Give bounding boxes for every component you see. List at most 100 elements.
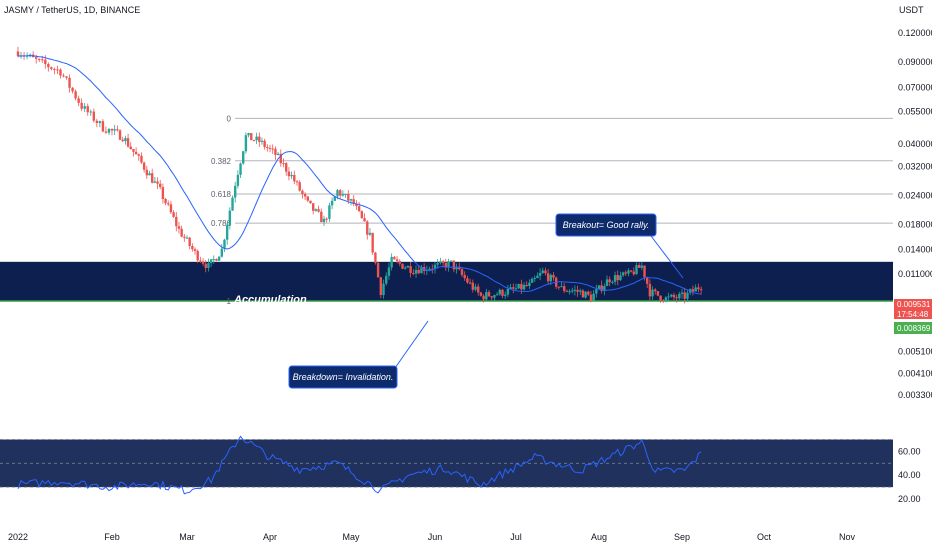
candle-body bbox=[498, 289, 501, 295]
candle-body bbox=[312, 203, 315, 211]
candle-body bbox=[260, 140, 264, 142]
candle-body bbox=[406, 266, 410, 268]
candle-body bbox=[584, 291, 587, 298]
candle-body bbox=[330, 200, 334, 206]
candle-body bbox=[629, 270, 633, 272]
time-axis[interactable]: 2022 Feb Mar Apr May Jun Jul Aug Sep Oct Nov bbox=[8, 532, 856, 542]
candle-body bbox=[150, 173, 154, 183]
candle-body bbox=[355, 204, 358, 207]
candle-body bbox=[276, 153, 280, 155]
candle-body bbox=[140, 155, 143, 163]
candle-body bbox=[436, 262, 439, 265]
candle-body bbox=[694, 287, 697, 292]
candle-body bbox=[501, 289, 504, 296]
candle-body bbox=[579, 290, 582, 292]
candle-body bbox=[47, 64, 50, 68]
candle-body bbox=[132, 149, 135, 152]
candle-body bbox=[479, 292, 483, 296]
candle-body bbox=[118, 130, 122, 140]
candle-body bbox=[325, 218, 328, 220]
candle-body bbox=[68, 77, 71, 88]
candle-body bbox=[268, 147, 272, 149]
symbol-title: JASMY / TetherUS, 1D, BINANCE bbox=[4, 5, 140, 15]
candle-body bbox=[637, 265, 641, 268]
candle-body bbox=[562, 286, 566, 291]
candle-body bbox=[80, 102, 83, 109]
candle-body bbox=[188, 237, 191, 246]
candle-body bbox=[587, 291, 590, 295]
price-tick-label: 0.070000 bbox=[898, 82, 932, 92]
rsi-tick-label: 40.00 bbox=[898, 470, 921, 480]
time-tick-label: Jul bbox=[510, 532, 522, 542]
candle-body bbox=[431, 268, 434, 270]
candle-body bbox=[242, 151, 245, 164]
candle-body bbox=[279, 153, 282, 164]
candle-body bbox=[285, 163, 288, 172]
candle-body bbox=[487, 292, 491, 297]
candle-body bbox=[50, 67, 53, 69]
candle-body bbox=[134, 151, 138, 155]
candle-body bbox=[441, 261, 445, 263]
candle-body bbox=[266, 147, 269, 149]
price-tick-label: 0.055000 bbox=[898, 107, 932, 117]
candle-body bbox=[664, 297, 668, 302]
candle-body bbox=[298, 182, 301, 191]
candle-body bbox=[104, 131, 108, 133]
candle-body bbox=[159, 183, 162, 188]
price-tick-label: 0.011000 bbox=[898, 269, 932, 279]
candle-body bbox=[333, 196, 336, 201]
candle-body bbox=[683, 292, 686, 299]
time-tick-label: Feb bbox=[104, 532, 120, 542]
candle-body bbox=[83, 106, 86, 109]
candle-body bbox=[191, 245, 194, 250]
candle-body bbox=[41, 59, 44, 61]
candle-body bbox=[124, 138, 127, 142]
candle-body bbox=[101, 121, 105, 132]
candle-body bbox=[65, 76, 68, 78]
candle-body bbox=[231, 197, 234, 211]
candle-body bbox=[512, 287, 515, 289]
candle-body bbox=[339, 190, 342, 196]
candle-body bbox=[393, 256, 396, 260]
candle-body bbox=[287, 171, 291, 177]
time-tick-label: Oct bbox=[757, 532, 772, 542]
price-tick-label: 0.018000 bbox=[898, 219, 932, 229]
candle-body bbox=[204, 263, 207, 269]
candle-body bbox=[589, 294, 593, 301]
candle-body bbox=[640, 265, 644, 268]
candle-body bbox=[180, 228, 183, 237]
candle-body bbox=[544, 270, 547, 274]
candle-body bbox=[643, 265, 646, 278]
candle-body bbox=[379, 277, 383, 296]
candle-body bbox=[217, 256, 221, 261]
fibonacci-retracement: 0 0.382 0.618 0.786 1 bbox=[0, 114, 893, 306]
candle-body bbox=[401, 263, 404, 269]
candle-body bbox=[530, 278, 534, 283]
candle-body bbox=[398, 261, 401, 264]
candle-body bbox=[169, 204, 173, 213]
candle-body bbox=[450, 260, 453, 262]
candle-body bbox=[290, 174, 293, 177]
candle-body bbox=[455, 266, 458, 270]
candle-body bbox=[293, 174, 296, 182]
candle-body bbox=[482, 295, 485, 300]
candle-body bbox=[113, 129, 116, 131]
candle-body bbox=[363, 218, 366, 222]
candle-body bbox=[670, 294, 673, 297]
candle-body bbox=[77, 98, 80, 103]
candle-body bbox=[656, 291, 660, 296]
candle-body bbox=[252, 140, 256, 142]
candle-body bbox=[385, 275, 388, 284]
candle-body bbox=[504, 294, 507, 296]
candle-body bbox=[328, 205, 331, 219]
candle-body bbox=[121, 139, 124, 142]
candle-body bbox=[357, 206, 361, 212]
candle-body bbox=[207, 263, 210, 269]
candle-body bbox=[409, 266, 412, 273]
price-tick-label: 0.014000 bbox=[898, 245, 932, 255]
candle-body bbox=[581, 290, 585, 298]
candle-body bbox=[452, 260, 456, 270]
candle-body bbox=[347, 193, 350, 201]
